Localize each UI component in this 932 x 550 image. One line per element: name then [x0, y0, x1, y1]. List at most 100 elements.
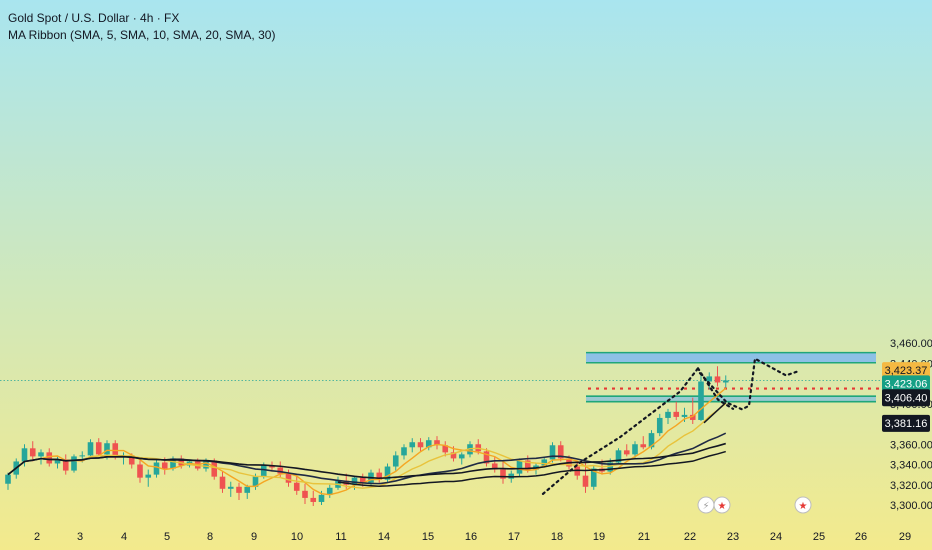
candle[interactable] — [516, 458, 523, 477]
y-tick-label: 3,460.00 — [890, 338, 932, 350]
candle[interactable] — [38, 449, 44, 465]
candle-body — [318, 494, 325, 502]
candle[interactable] — [557, 441, 564, 462]
zone-box — [586, 352, 876, 363]
candle[interactable] — [442, 441, 449, 457]
candle[interactable] — [29, 441, 36, 462]
x-tick-label: 11 — [335, 531, 346, 543]
candle-body — [524, 460, 531, 470]
candle[interactable] — [54, 456, 61, 469]
candle[interactable] — [656, 413, 663, 437]
svg-text:★: ★ — [799, 501, 808, 512]
candle[interactable] — [706, 372, 713, 390]
candle[interactable] — [227, 481, 234, 497]
candle[interactable] — [582, 462, 589, 493]
candle-body — [46, 452, 53, 464]
candle[interactable] — [145, 469, 152, 487]
candle[interactable] — [417, 438, 424, 452]
candle[interactable] — [244, 484, 251, 499]
candle[interactable] — [310, 490, 317, 507]
price-tag-value: 3,423.37 — [885, 365, 928, 377]
price-tag-value: 3,423.06 — [885, 378, 928, 390]
candle[interactable] — [376, 468, 383, 483]
candle-body — [71, 456, 77, 471]
candle[interactable] — [491, 456, 498, 473]
y-tick-label: 3,340.00 — [890, 460, 932, 472]
candle[interactable] — [326, 484, 333, 498]
ma-ribbon-lower — [337, 450, 726, 487]
candle[interactable] — [549, 442, 556, 463]
svg-text:★: ★ — [718, 501, 727, 512]
candle[interactable] — [640, 436, 647, 450]
candle-body — [574, 466, 581, 476]
x-tick-label: 29 — [899, 531, 911, 543]
candle[interactable] — [483, 448, 490, 467]
candle-body — [244, 486, 251, 493]
candle[interactable] — [392, 451, 399, 471]
candle-body — [582, 475, 589, 487]
candle[interactable] — [425, 437, 432, 451]
event-icon[interactable]: ★ — [713, 496, 731, 514]
candle-body — [87, 442, 94, 456]
candle[interactable] — [632, 441, 638, 459]
x-tick-label: 19 — [593, 531, 605, 543]
candle[interactable] — [153, 459, 160, 478]
x-tick-label: 26 — [855, 531, 867, 543]
candle[interactable] — [293, 475, 300, 495]
candle[interactable] — [434, 436, 440, 450]
x-tick-label: 18 — [551, 531, 563, 543]
candle[interactable] — [401, 444, 407, 460]
candle[interactable] — [665, 408, 671, 424]
x-tick-label: 24 — [770, 531, 782, 543]
candle[interactable] — [689, 397, 696, 424]
candle[interactable] — [5, 472, 11, 490]
candle[interactable] — [714, 366, 721, 387]
projection-path — [698, 356, 799, 411]
candle-body — [689, 414, 696, 420]
candle[interactable] — [302, 483, 308, 504]
candle-body — [483, 451, 490, 464]
drop-path — [696, 367, 735, 410]
candle[interactable] — [62, 454, 69, 475]
svg-text:⚡: ⚡ — [702, 501, 709, 512]
candle-body — [590, 468, 597, 487]
candle[interactable] — [137, 460, 143, 483]
candle-body — [227, 486, 234, 489]
candle[interactable] — [590, 465, 597, 490]
candle-body — [178, 458, 185, 466]
candle-body — [417, 442, 424, 448]
candle[interactable] — [500, 460, 506, 484]
candle[interactable] — [71, 454, 77, 473]
candle[interactable] — [46, 448, 53, 467]
candle-body — [516, 460, 523, 474]
candle[interactable] — [277, 461, 284, 478]
candle[interactable] — [673, 401, 680, 420]
candle-body — [161, 462, 168, 469]
candle-body — [277, 467, 284, 474]
candle[interactable] — [21, 444, 28, 467]
candle-body — [285, 473, 292, 483]
candle-body — [153, 462, 160, 475]
candle[interactable] — [95, 438, 102, 457]
candle[interactable] — [615, 448, 622, 465]
candle[interactable] — [722, 375, 729, 388]
candle-body — [260, 465, 267, 477]
candle-body — [681, 414, 688, 417]
x-tick-label: 9 — [251, 531, 257, 543]
event-icon[interactable]: ⚡ — [697, 496, 715, 514]
candle[interactable] — [698, 375, 704, 421]
candle[interactable] — [623, 444, 630, 457]
candle[interactable] — [236, 482, 242, 500]
candle-body — [425, 440, 432, 448]
candle[interactable] — [87, 439, 94, 459]
candle-body — [219, 476, 226, 489]
candle-body — [500, 469, 506, 479]
candle[interactable] — [458, 452, 465, 465]
event-icon[interactable]: ★ — [794, 496, 812, 514]
candle[interactable] — [384, 463, 391, 483]
candle[interactable] — [269, 461, 275, 472]
candle-body — [623, 450, 630, 455]
candle[interactable] — [219, 471, 226, 493]
candle[interactable] — [409, 438, 416, 453]
